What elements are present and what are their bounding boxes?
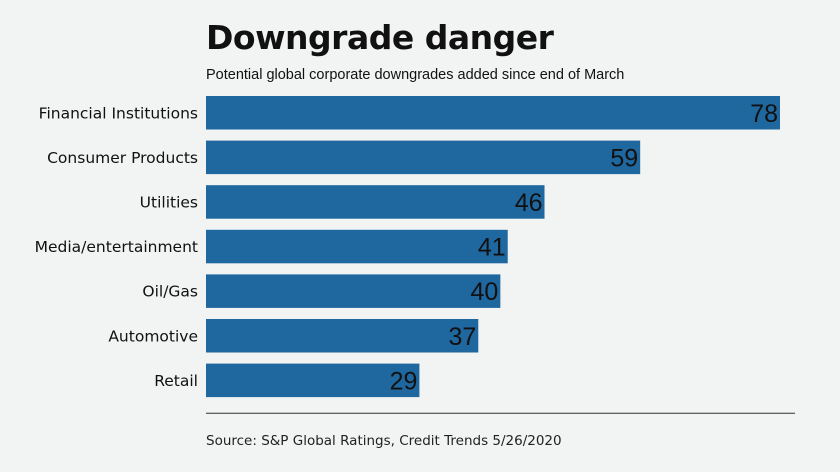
chart-subtitle: Potential global corporate downgrades ad… [206, 67, 625, 83]
bar-media-entertainment [206, 229, 508, 264]
data-label: 29 [390, 367, 418, 395]
chart-source: Source: S&P Global Ratings, Credit Trend… [206, 433, 562, 449]
category-label: Automotive [108, 327, 198, 345]
bar-automotive [206, 319, 479, 353]
category-label: Retail [154, 372, 198, 390]
data-label: 59 [610, 144, 638, 172]
bar-utilities [206, 185, 545, 219]
bar-oil-gas [206, 274, 501, 308]
category-label: Media/entertainment [35, 238, 198, 256]
category-label: Oil/Gas [142, 283, 198, 301]
data-label: 46 [515, 189, 543, 217]
data-label: 40 [471, 278, 499, 306]
data-label: 78 [750, 100, 778, 128]
category-label: Utilities [140, 193, 198, 211]
data-label: 37 [448, 323, 476, 351]
bar-consumer-products [206, 140, 641, 175]
data-label: 41 [478, 234, 506, 262]
bar-retail [206, 363, 420, 398]
chart-title: Downgrade danger [206, 18, 554, 57]
category-label: Financial Institutions [39, 104, 198, 122]
category-label: Consumer Products [47, 149, 198, 167]
bar-financial-institutions [206, 96, 780, 130]
